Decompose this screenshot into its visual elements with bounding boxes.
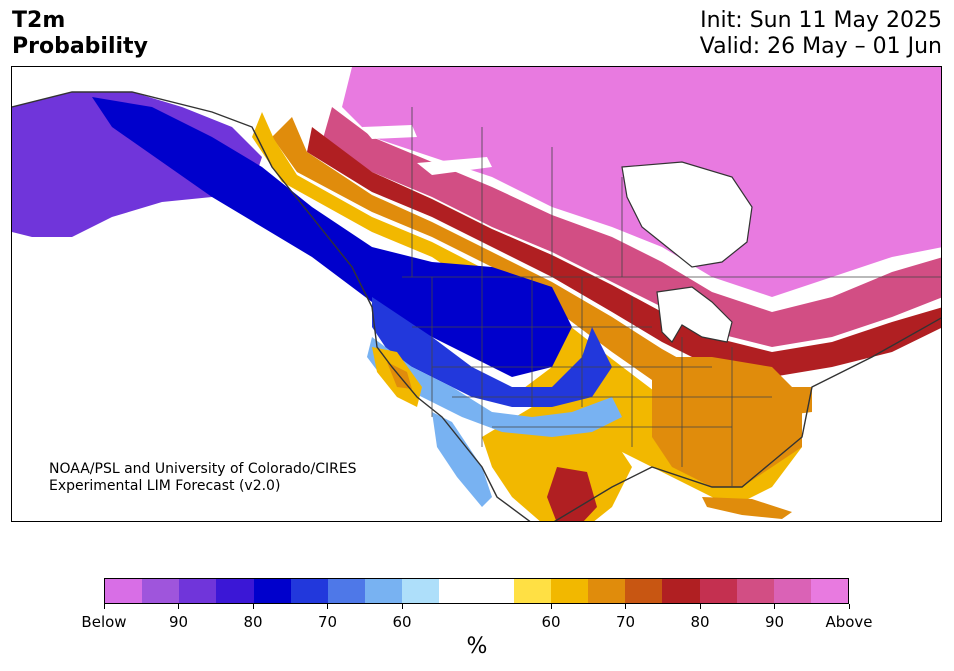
colorbar-tick	[848, 604, 850, 609]
hudson-bay	[621, 161, 753, 268]
map-canvas	[12, 67, 941, 521]
colorbar-segment	[142, 579, 180, 603]
colorbar-tick-label: 60	[541, 613, 561, 631]
colorbar-segment	[773, 579, 811, 603]
colorbar-tick-label: 90	[168, 613, 189, 631]
colorbar-tick	[252, 604, 254, 609]
colorbar-segment	[327, 579, 366, 603]
colorbar-segment	[476, 579, 514, 603]
colorbar-segment	[550, 579, 589, 603]
colorbar-segment	[179, 579, 217, 603]
colorbar-tick	[327, 604, 328, 609]
colorbar-tick-label: Above	[825, 613, 873, 631]
colorbar-segment	[216, 579, 254, 603]
colorbar-segment	[253, 579, 291, 603]
region-southeast-warm	[652, 357, 802, 487]
colorbar-segment	[513, 579, 551, 603]
colorbar-segment	[625, 579, 663, 603]
political-borders	[402, 107, 941, 487]
region-cuba-warm	[702, 497, 792, 519]
colorbar-segment	[290, 579, 328, 603]
colorbar-tick	[103, 604, 105, 609]
great-slave-lake	[417, 157, 492, 175]
credit-line-1: NOAA/PSL and University of Colorado/CIRE…	[49, 461, 357, 477]
region-below-90-alaska	[12, 92, 262, 237]
colorbar-tick-label: 60	[392, 613, 412, 631]
colorbar-segment	[662, 579, 700, 603]
colorbar-segment	[736, 579, 774, 603]
probability-map	[11, 66, 942, 522]
colorbar-tick-label: Below	[81, 613, 127, 631]
colorbar-segment	[439, 579, 477, 603]
region-below-70-edge	[372, 297, 612, 407]
init-date: Init: Sun 11 May 2025	[700, 8, 942, 33]
colorbar-tick	[699, 604, 701, 609]
credit-line-2: Experimental LIM Forecast (v2.0)	[49, 478, 281, 494]
valid-period: Valid: 26 May – 01 Jun	[699, 34, 942, 59]
colorbar-segment	[402, 579, 440, 603]
colorbar-ticks	[103, 604, 850, 612]
colorbar-tick-label: 80	[690, 613, 710, 631]
title-variable: T2m	[12, 8, 66, 33]
credit-text: NOAA/PSL and University of Colorado/CIRE…	[49, 461, 357, 495]
colorbar-segment	[105, 579, 143, 603]
region-below-80-core	[92, 97, 572, 377]
colorbar-tick-label: 90	[764, 613, 785, 631]
colorbar-tick	[550, 604, 552, 609]
colorbar-tick-label: 70	[615, 613, 636, 631]
region-texas-hot	[547, 467, 597, 521]
coastline	[12, 91, 941, 521]
region-baja-cool	[432, 412, 492, 507]
great-bear-lake	[362, 125, 417, 139]
colorbar-tick	[625, 604, 626, 609]
region-texas-warm	[482, 407, 632, 521]
colorbar-tick	[178, 604, 179, 609]
colorbar-tick-label: 70	[317, 613, 338, 631]
colorbar	[104, 578, 849, 604]
great-lakes	[656, 286, 733, 343]
colorbar-tick	[401, 604, 403, 609]
colorbar-segment	[810, 579, 849, 603]
colorbar-segment	[365, 579, 403, 603]
colorbar-tick-label: 80	[243, 613, 263, 631]
colorbar-segment	[699, 579, 737, 603]
title-product: Probability	[12, 34, 148, 59]
colorbar-tick	[774, 604, 775, 609]
forecast-dates: Init: Sun 11 May 2025 Valid: 26 May – 01…	[700, 8, 942, 60]
map-title: T2m Probability	[12, 8, 148, 60]
colorbar-unit: %	[466, 634, 488, 659]
colorbar-segment	[588, 579, 626, 603]
region-above-80-band	[307, 127, 941, 377]
